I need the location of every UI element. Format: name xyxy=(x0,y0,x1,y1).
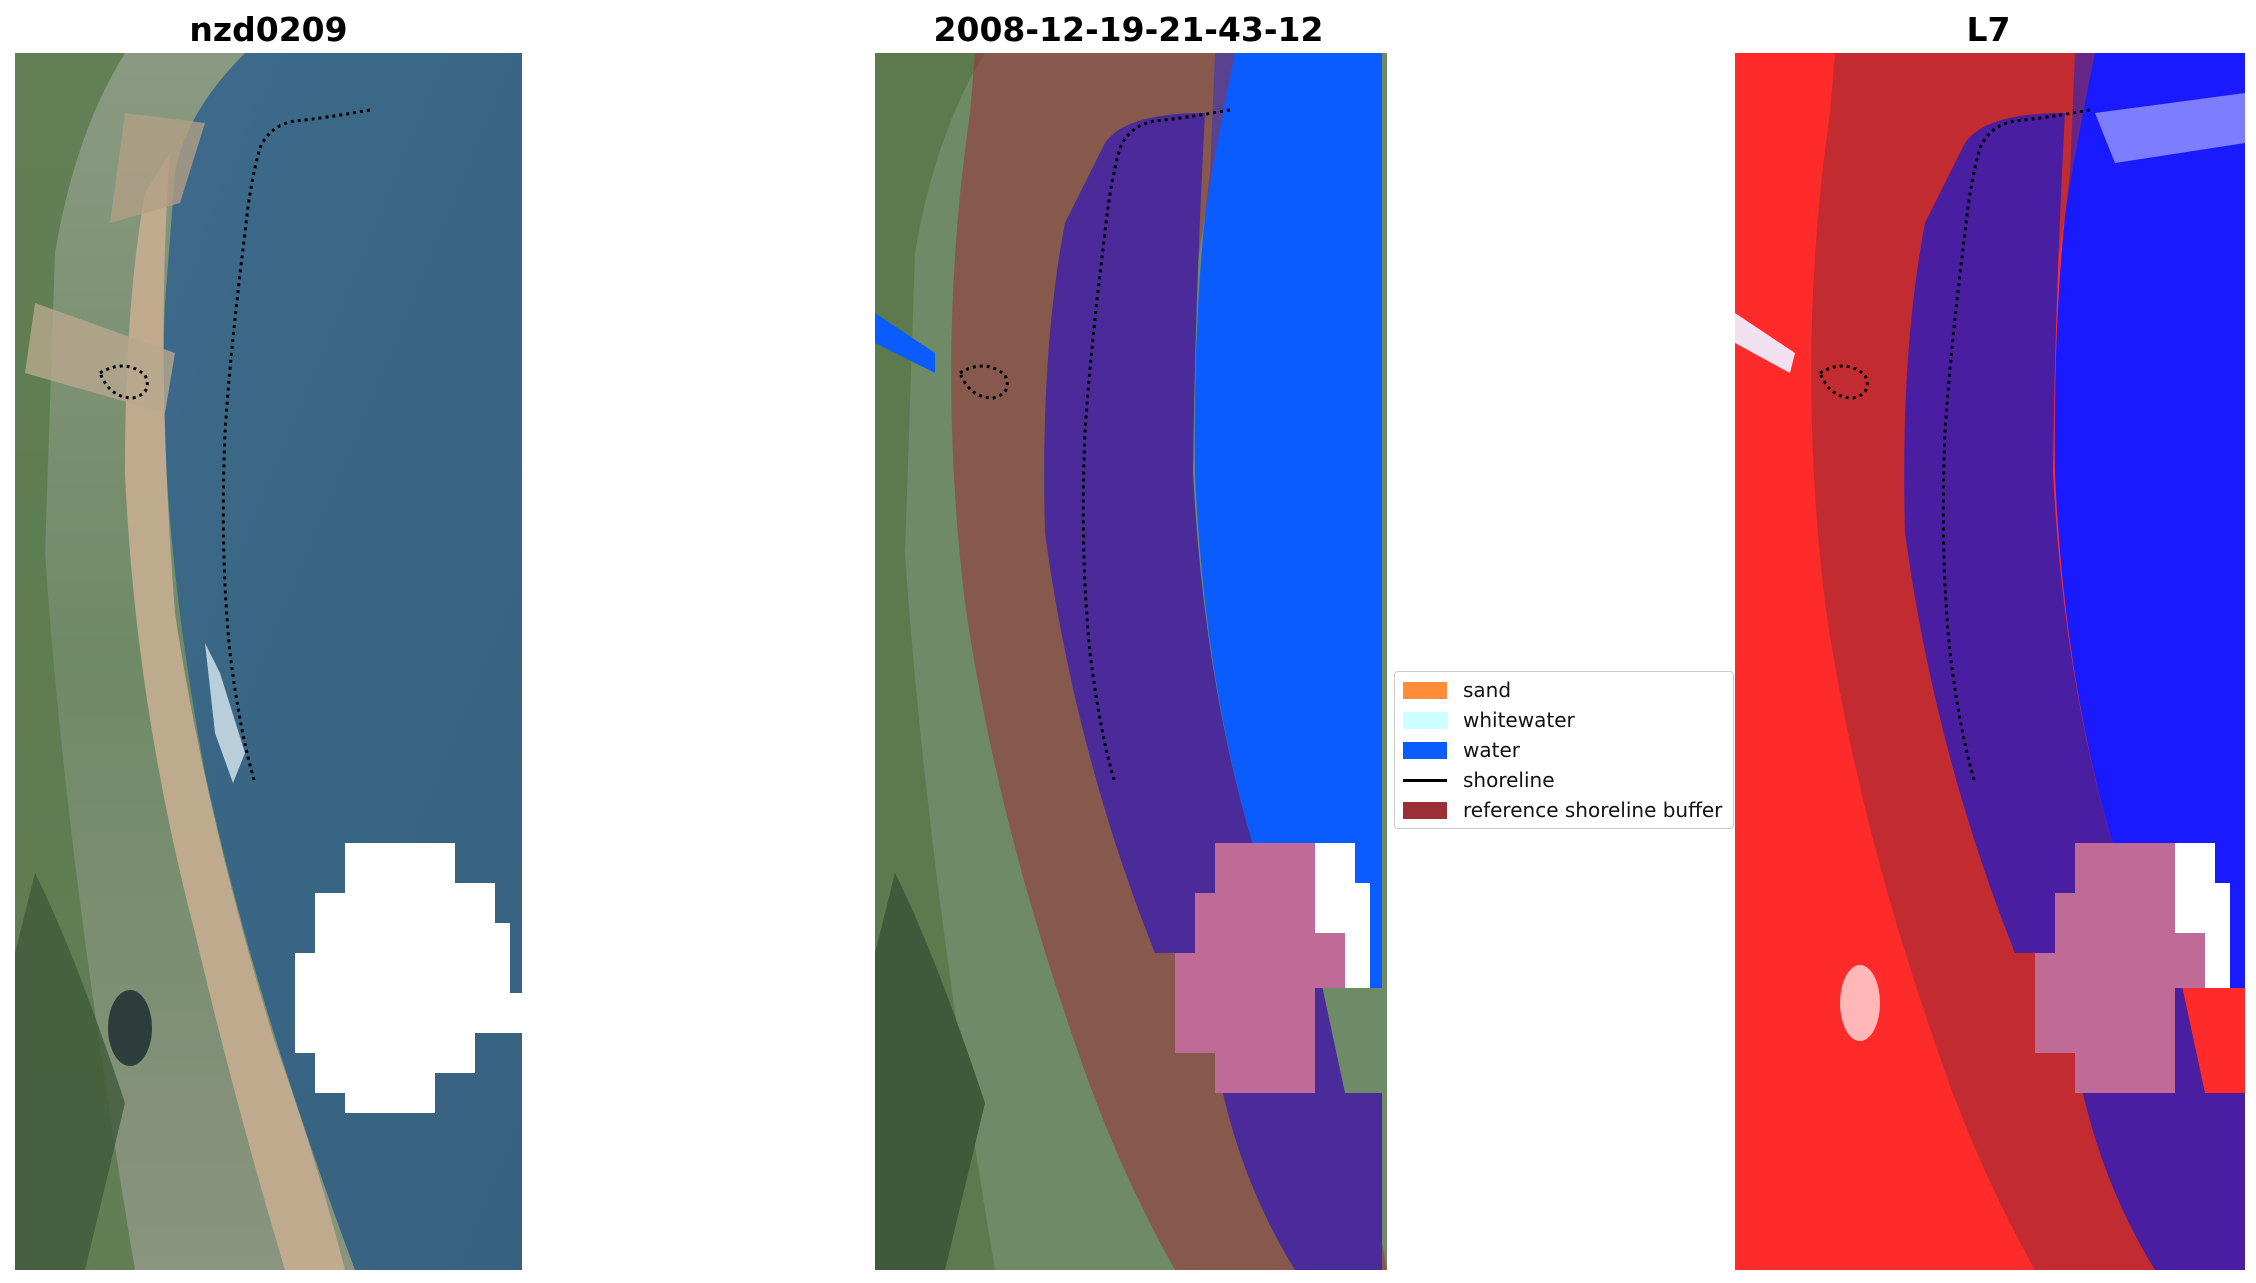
rgb-satellite-image xyxy=(15,53,522,1270)
water-swatch xyxy=(1403,741,1447,759)
legend-label-whitewater: whitewater xyxy=(1463,708,1575,732)
legend-item-shoreline: shoreline xyxy=(1403,767,1555,793)
legend-label-water: water xyxy=(1463,738,1520,762)
legend-label-shoreline: shoreline xyxy=(1463,768,1555,792)
buffer-swatch xyxy=(1403,801,1447,819)
panel-title-rgb: nzd0209 xyxy=(189,10,348,49)
legend-label-sand: sand xyxy=(1463,678,1512,702)
panel-title-index: L7 xyxy=(1966,10,2011,49)
shoreline-line-swatch xyxy=(1403,778,1447,782)
legend-item-sand: sand xyxy=(1403,677,1511,703)
whitewater-swatch xyxy=(1403,711,1447,729)
water-index-image xyxy=(1735,53,2245,1270)
classification-image xyxy=(875,53,1387,1270)
panel-title-classification: 2008-12-19-21-43-12 xyxy=(933,10,1324,49)
rgb-image-panel xyxy=(15,53,522,1270)
legend-item-buffer: reference shoreline buffer xyxy=(1403,797,1722,823)
legend: sand whitewater water shoreline referenc… xyxy=(1394,671,1734,829)
legend-item-whitewater: whitewater xyxy=(1403,707,1575,733)
index-panel xyxy=(1735,53,2245,1270)
legend-item-water: water xyxy=(1403,737,1520,763)
classification-panel xyxy=(875,53,1387,1270)
sand-swatch xyxy=(1403,681,1447,699)
legend-label-buffer: reference shoreline buffer xyxy=(1463,798,1723,822)
